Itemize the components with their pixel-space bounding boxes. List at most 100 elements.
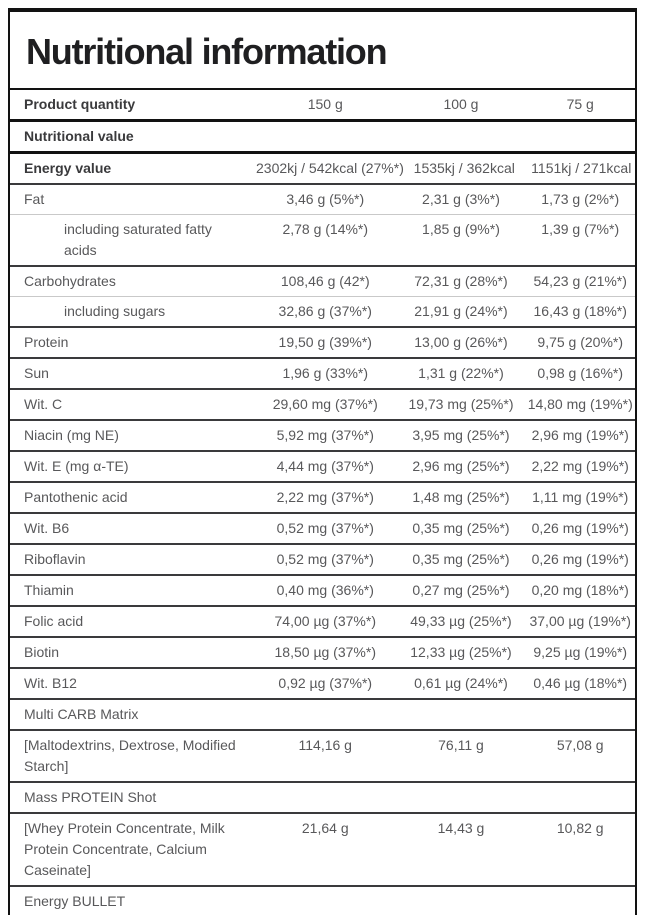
value-cell: 0,20 mg (18%*) bbox=[531, 582, 629, 598]
nutrient-label: Wit. E (mg α-TE) bbox=[24, 458, 129, 474]
section-header-row: Nutritional value bbox=[10, 119, 635, 151]
value-cell: 32,86 g (37%*) bbox=[278, 303, 372, 319]
table-row: including sugars 32,86 g (37%*) 21,91 g (2… bbox=[10, 296, 635, 326]
value-cell: 12,33 µg (25%*) bbox=[410, 644, 512, 660]
value-cell: 19,73 mg (25%*) bbox=[408, 396, 514, 412]
value-cell: 1,11 mg (19%*) bbox=[532, 489, 629, 505]
nutrition-table-frame: Nutritional information Product quantity… bbox=[8, 8, 637, 915]
table-row: Biotin 18,50 µg (37%*) 12,33 µg (25%*) 9,25… bbox=[10, 636, 635, 667]
table-row: including saturated fatty acids 2,78 g (1… bbox=[10, 214, 635, 265]
value-cell: 0,35 mg (25%*) bbox=[412, 520, 510, 536]
table-row: Protein 19,50 g (39%*) 13,00 g (26%*) 9,75 … bbox=[10, 326, 635, 357]
table-row: Wit. E (mg α-TE) 4,44 mg (37%*) 2,96 mg (2… bbox=[10, 450, 635, 481]
nutrient-label: Protein bbox=[24, 334, 69, 350]
nutrient-label: Thiamin bbox=[24, 582, 74, 598]
value-cell: 2,22 mg (37%*) bbox=[276, 489, 374, 505]
nutrient-label: Wit. B6 bbox=[24, 520, 70, 536]
nutrient-label: Carbohydrates bbox=[24, 273, 116, 289]
value-cell: 2,96 mg (19%*) bbox=[531, 427, 629, 443]
value-cell: 2,31 g (3%*) bbox=[422, 191, 500, 207]
table-row: [Whey Protein Concentrate, Milk Protein … bbox=[10, 812, 635, 885]
value-cell: 14,43 g bbox=[437, 820, 485, 836]
value-cell: 37,00 µg (19%*) bbox=[529, 613, 631, 629]
section-label: Multi CARB Matrix bbox=[24, 706, 139, 722]
table-row: Wit. C 29,60 mg (37%*) 19,73 mg (25%*) 14,8… bbox=[10, 388, 635, 419]
nutrient-label: [Maltodextrins, Dextrose, Modified Starc… bbox=[24, 737, 236, 774]
nutrient-label: Sun bbox=[24, 365, 49, 381]
value-cell: 108,46 g (42*) bbox=[280, 273, 370, 289]
value-cell: 29,60 mg (37%*) bbox=[272, 396, 378, 412]
table-row: [Maltodextrins, Dextrose, Modified Starc… bbox=[10, 729, 635, 781]
section-label: Energy BULLET bbox=[24, 893, 126, 909]
value-cell: 74,00 µg (37%*) bbox=[274, 613, 376, 629]
value-cell: 5,92 mg (37%*) bbox=[276, 427, 374, 443]
section-label: Nutritional value bbox=[24, 128, 134, 144]
page-title: Nutritional information bbox=[26, 31, 388, 72]
nutrient-label: Energy value bbox=[24, 160, 112, 176]
value-cell: 0,26 mg (19%*) bbox=[531, 551, 629, 567]
value-cell: 1,96 g (33%*) bbox=[282, 365, 369, 381]
table-row: Carbohydrates 108,46 g (42*) 72,31 g (28%*… bbox=[10, 265, 635, 296]
nutrition-rows: Product quantity 150 g 100 g 75 g Nutritiona… bbox=[10, 90, 635, 915]
value-cell: 9,75 g (20%*) bbox=[537, 334, 624, 350]
value-cell: 1,31 g (22%*) bbox=[418, 365, 504, 381]
table-row: Riboflavin 0,52 mg (37%*) 0,35 mg (25%*) 0,… bbox=[10, 543, 635, 574]
value-cell: 0,26 mg (19%*) bbox=[531, 520, 629, 536]
value-cell: 54,23 g (21%*) bbox=[533, 273, 627, 289]
value-cell: 0,98 g (16%*) bbox=[537, 365, 624, 381]
value-cell: 0,35 mg (25%*) bbox=[412, 551, 510, 567]
value-cell: 21,64 g bbox=[301, 820, 349, 836]
table-row: Folic acid 74,00 µg (37%*) 49,33 µg (25%*)… bbox=[10, 605, 635, 636]
nutrient-label: Pantothenic acid bbox=[24, 489, 128, 505]
table-title-box: Nutritional information bbox=[10, 12, 635, 90]
table-row: Wit. B12 0,92 µg (37%*) 0,61 µg (24%*) 0,46… bbox=[10, 667, 635, 698]
table-row: Fat 3,46 g (5%*) 2,31 g (3%*) 1,73 g (2%*) bbox=[10, 183, 635, 214]
section-header-row: Multi CARB Matrix bbox=[10, 698, 635, 729]
value-cell: 49,33 µg (25%*) bbox=[410, 613, 512, 629]
value-cell: 1,39 g (7%*) bbox=[541, 221, 620, 237]
nutrient-label: Biotin bbox=[24, 644, 60, 660]
nutrient-label: including sugars bbox=[64, 303, 166, 319]
value-cell: 1,85 g (9%*) bbox=[422, 221, 500, 237]
table-row: Wit. B6 0,52 mg (37%*) 0,35 mg (25%*) 0,26 … bbox=[10, 512, 635, 543]
table-row: Energy value 2302kj / 542kcal (27%*) 1535k… bbox=[10, 151, 635, 183]
value-cell: 1,73 g (2%*) bbox=[541, 191, 620, 207]
value-cell: 76,11 g bbox=[438, 737, 484, 753]
nutrient-label: Wit. C bbox=[24, 396, 63, 412]
value-cell: 72,31 g (28%*) bbox=[414, 273, 508, 289]
value-cell: 100 g bbox=[443, 96, 479, 112]
nutrient-label: including saturated fatty acids bbox=[64, 221, 212, 258]
value-cell: 75 g bbox=[566, 96, 594, 112]
value-cell: 114,16 g bbox=[298, 737, 352, 753]
table-row: Thiamin 0,40 mg (36%*) 0,27 mg (25%*) 0,20 … bbox=[10, 574, 635, 605]
value-cell: 3,46 g (5%*) bbox=[286, 191, 365, 207]
nutrient-label: Niacin (mg NE) bbox=[24, 427, 119, 443]
value-cell: 2,78 g (14%*) bbox=[282, 221, 369, 237]
value-cell: 0,61 µg (24%*) bbox=[414, 675, 508, 691]
value-cell: 2,22 mg (19%*) bbox=[531, 458, 629, 474]
table-row: Product quantity 150 g 100 g 75 g bbox=[10, 90, 635, 119]
value-cell: 150 g bbox=[307, 96, 343, 112]
value-cell: 4,44 mg (37%*) bbox=[276, 458, 374, 474]
section-label: Mass PROTEIN Shot bbox=[24, 789, 157, 805]
value-cell: 10,82 g bbox=[556, 820, 604, 836]
value-cell: 18,50 µg (37%*) bbox=[274, 644, 376, 660]
nutrient-label: [Whey Protein Concentrate, Milk Protein … bbox=[24, 820, 225, 878]
value-cell: 13,00 g (26%*) bbox=[414, 334, 508, 350]
nutrient-label: Folic acid bbox=[24, 613, 84, 629]
nutrient-label: Fat bbox=[24, 191, 45, 207]
table-row: Niacin (mg NE) 5,92 mg (37%*) 3,95 mg (25%… bbox=[10, 419, 635, 450]
value-cell: 1,48 mg (25%*) bbox=[412, 489, 510, 505]
value-cell: 0,52 mg (37%*) bbox=[276, 551, 374, 567]
value-cell: 0,92 µg (37%*) bbox=[278, 675, 373, 691]
value-cell: 0,46 µg (18%*) bbox=[533, 675, 628, 691]
table-row: Sun 1,96 g (33%*) 1,31 g (22%*) 0,98 g (16%… bbox=[10, 357, 635, 388]
value-cell: 0,27 mg (25%*) bbox=[412, 582, 510, 598]
section-header-row: Energy BULLET bbox=[10, 885, 635, 915]
value-cell: 0,52 mg (37%*) bbox=[276, 520, 374, 536]
value-cell: 1535kj / 362kcal bbox=[413, 160, 515, 176]
value-cell: 2,96 mg (25%*) bbox=[412, 458, 510, 474]
value-cell: 19,50 g (39%*) bbox=[278, 334, 372, 350]
table-row: Pantothenic acid 2,22 mg (37%*) 1,48 mg (2… bbox=[10, 481, 635, 512]
nutrient-label: Wit. B12 bbox=[24, 675, 77, 691]
